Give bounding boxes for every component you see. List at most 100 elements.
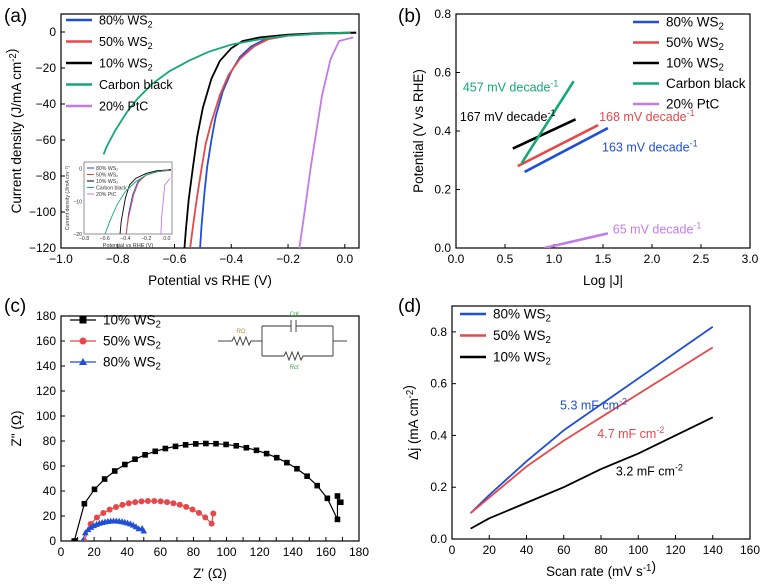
- legend-item: 50% WS2: [460, 328, 551, 346]
- x-tick-label: 120: [250, 545, 270, 559]
- legend-item: 50% WS2: [70, 334, 161, 352]
- circuit-diagram: [218, 320, 347, 362]
- y-tick-label: 40: [43, 484, 57, 498]
- panel-label: (b): [398, 6, 421, 27]
- x-tick-label: 20: [483, 543, 497, 557]
- x-tick-label: 60: [557, 543, 571, 557]
- x-tick-label: 0.0: [448, 252, 465, 266]
- data-point-circle: [164, 499, 171, 506]
- x-tick-label: 80: [594, 543, 608, 557]
- x-tick-label: 180: [349, 545, 369, 559]
- data-point-square: [263, 450, 270, 457]
- inset-y-axis-label: Current density (J/mA cm⁻²): [65, 166, 71, 231]
- y-tick-label: 0.2: [434, 183, 451, 197]
- inset-x-tick-label: −0.4: [120, 236, 130, 242]
- x-tick-label: 60: [154, 545, 168, 559]
- data-point-circle: [106, 506, 113, 513]
- series-line: [517, 123, 599, 168]
- series-line: [102, 31, 351, 155]
- legend-label: 50% WS2: [666, 35, 724, 53]
- legend-label: 10% WS2: [493, 350, 551, 368]
- y-tick-label: 60: [43, 459, 57, 473]
- legend-item: 10% WS2: [70, 313, 161, 331]
- data-point-square: [172, 443, 179, 450]
- annotation-text: 167 mV decade: [460, 110, 548, 124]
- data-point-square: [111, 468, 118, 474]
- series-line: [83, 500, 214, 541]
- data-point-circle: [202, 514, 209, 521]
- data-point-triangle: [80, 537, 85, 541]
- data-point-square: [273, 454, 280, 461]
- data-point-square: [304, 473, 310, 480]
- data-point-square: [101, 476, 108, 482]
- legend-label: Carbon black: [666, 76, 746, 91]
- inset-x-tick-label: 0.0: [163, 236, 170, 242]
- legend-item: 50% WS2: [633, 35, 724, 53]
- data-point-square: [142, 452, 148, 458]
- x-tick-label: −1.0: [49, 252, 73, 266]
- legend-item: Carbon black: [633, 76, 746, 91]
- data-point-circle: [195, 509, 202, 516]
- data-point-circle: [125, 500, 132, 507]
- panel-label: (a): [4, 6, 27, 27]
- series-line: [523, 126, 609, 174]
- circuit-label-rct: Rct: [290, 365, 299, 371]
- data-point-circle: [170, 500, 177, 507]
- data-point-square: [182, 442, 189, 448]
- annotation-text: 4.7 mF cm: [597, 427, 656, 441]
- data-point-square: [203, 440, 209, 447]
- annotation: 168 mV decade-1: [599, 108, 695, 124]
- inset-legend-label: Carbon black: [96, 186, 127, 192]
- data-point-square: [81, 500, 88, 507]
- series-line: [512, 118, 577, 150]
- x-tick-label: 2.5: [693, 252, 710, 266]
- legend-label: 50% WS2: [99, 35, 153, 51]
- annotation-sup: -1: [687, 108, 695, 118]
- x-tick-label: 160: [740, 543, 760, 557]
- legend-item: 80% WS2: [66, 14, 153, 30]
- series-line: [73, 442, 342, 541]
- plot-area: [512, 80, 609, 248]
- inset-plot-area: [104, 169, 172, 234]
- series-line: [470, 416, 714, 530]
- x-tick-label: 20: [87, 545, 101, 559]
- y-tick-label: 0.4: [430, 428, 447, 442]
- y-tick-label: 120: [36, 384, 56, 398]
- legend-item: 10% WS2: [633, 56, 724, 74]
- data-point-circle: [119, 501, 126, 508]
- inset-legend-label: 50% WS₂: [96, 173, 118, 179]
- legend-item: 80% WS2: [70, 355, 161, 373]
- data-point-square: [91, 486, 98, 493]
- legend-item: 80% WS2: [633, 15, 724, 33]
- y-tick-label: −20: [36, 61, 57, 75]
- data-point-circle: [183, 503, 190, 510]
- y-axis-label: Potential (V vs RHE): [411, 69, 426, 193]
- series-line: [469, 325, 714, 514]
- inset-legend-label: 80% WS₂: [96, 166, 118, 172]
- annotation-sup: -1: [693, 220, 701, 230]
- data-point-circle: [100, 510, 107, 517]
- x-tick-label: 1.5: [595, 252, 612, 266]
- x-tick-label: −0.2: [276, 252, 300, 266]
- annotation: 3.2 mF cm-2: [616, 463, 683, 479]
- legend-label: 20% PtC: [666, 97, 720, 112]
- x-tick-label: 3.0: [742, 252, 759, 266]
- legend-label: 80% WS2: [666, 15, 724, 33]
- inset-y-tick-label: −20: [73, 232, 82, 238]
- x-tick-label: 2.0: [644, 252, 661, 266]
- data-point-circle: [138, 498, 145, 505]
- inset-y-tick-label: −10: [73, 199, 82, 205]
- legend-label: 50% WS2: [493, 328, 551, 346]
- legend-label: 20% PtC: [99, 100, 148, 114]
- annotation-sup: -2: [675, 463, 683, 473]
- annotation: 167 mV decade-1: [460, 108, 556, 124]
- data-point-circle: [132, 499, 139, 506]
- inset-x-tick-label: −0.8: [79, 236, 89, 242]
- plot-area: [71, 440, 344, 541]
- y-tick-label: 0: [49, 534, 56, 548]
- data-point-square: [243, 444, 250, 451]
- y-tick-label: 100: [36, 409, 56, 423]
- annotation: 163 mV decade-1: [602, 138, 698, 154]
- x-tick-label: 40: [520, 543, 534, 557]
- annotation-sup: -2: [656, 425, 664, 435]
